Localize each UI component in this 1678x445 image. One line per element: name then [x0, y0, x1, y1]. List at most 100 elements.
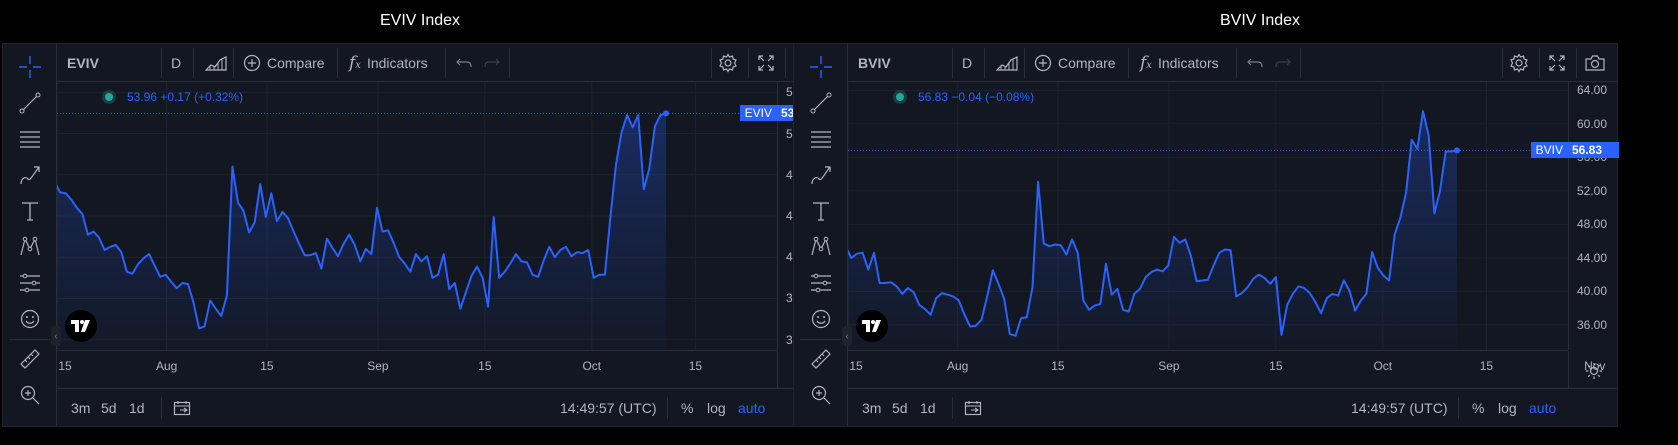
measure-tool[interactable] — [15, 344, 45, 374]
auto-scale-button[interactable]: auto — [738, 389, 765, 427]
plot-area[interactable]: 53.96 +0.17 (+0.32%) — [57, 82, 777, 350]
toolbar-collapse-button[interactable]: ‹ — [51, 326, 61, 346]
symbol-search[interactable]: EVIV — [67, 44, 99, 82]
goto-date-button[interactable] — [964, 389, 982, 427]
pattern-tool[interactable] — [15, 232, 45, 262]
interval-button[interactable]: D — [962, 44, 972, 82]
prediction-tool[interactable] — [806, 268, 836, 298]
text-tool[interactable] — [15, 196, 45, 226]
pattern-tool[interactable] — [806, 232, 836, 262]
undo-button[interactable] — [455, 44, 473, 82]
crosshair-icon — [810, 56, 832, 78]
crosshair-tool[interactable] — [15, 52, 45, 82]
symbol-label: EVIV — [67, 55, 99, 71]
range-5d-button[interactable]: 5d — [101, 389, 117, 427]
x-tick-label: Oct — [1373, 359, 1393, 373]
trend-line-tool[interactable] — [806, 88, 836, 118]
y-tick-label: 64.00 — [1577, 83, 1608, 98]
brush-icon — [20, 166, 40, 185]
log-label: log — [707, 400, 726, 416]
series-line — [848, 110, 1458, 337]
compare-button[interactable]: Compare — [1034, 44, 1116, 82]
icons-tool[interactable] — [15, 304, 45, 334]
settings-button[interactable] — [718, 44, 738, 82]
chart-type-button[interactable] — [996, 44, 1018, 82]
redo-icon — [1275, 58, 1291, 68]
plus-circle-icon — [1034, 54, 1052, 72]
top-toolbar: EVIV D Compare fx Indicators — [3, 44, 826, 82]
trend-line-tool[interactable] — [15, 88, 45, 118]
camera-icon — [1585, 55, 1605, 71]
toolbar-collapse-button[interactable]: ‹ — [842, 326, 852, 346]
tradingview-logo[interactable] — [856, 310, 888, 342]
log-scale-button[interactable]: log — [1498, 389, 1517, 427]
zoom-tool[interactable] — [15, 380, 45, 410]
icons-tool[interactable] — [806, 304, 836, 334]
percent-scale-button[interactable]: % — [1472, 389, 1484, 427]
horizontal-lines-icon — [811, 131, 831, 148]
range-3m-button[interactable]: 3m — [71, 389, 90, 427]
smiley-icon — [811, 309, 831, 329]
range-3m-button[interactable]: 3m — [862, 389, 881, 427]
chevron-left-icon: ‹ — [54, 330, 58, 342]
text-tool[interactable] — [806, 196, 836, 226]
plot-area[interactable]: 56.83 −0.04 (−0.08%) — [848, 82, 1568, 350]
price-label-value: 56.83 — [1568, 142, 1619, 159]
range-5d-label: 5d — [892, 400, 908, 416]
indicators-button[interactable]: fx Indicators — [1140, 44, 1219, 82]
chart-title-left: EVIV Index — [379, 12, 461, 29]
crosshair-tool[interactable] — [806, 52, 836, 82]
brush-tool[interactable] — [806, 160, 836, 190]
prediction-tool[interactable] — [15, 268, 45, 298]
horizontal-lines-icon — [20, 131, 40, 148]
symbol-search[interactable]: BVIV — [858, 44, 891, 82]
status-dot — [105, 93, 113, 101]
prediction-icon — [20, 273, 40, 293]
legend-change: −0.04 (−0.08%) — [951, 90, 1035, 104]
indicators-button[interactable]: fx Indicators — [349, 44, 428, 82]
fib-tool[interactable] — [806, 124, 836, 154]
compare-button[interactable]: Compare — [243, 44, 325, 82]
screenshot-button[interactable] — [1584, 44, 1606, 82]
brush-icon — [811, 166, 831, 185]
undo-icon — [456, 58, 472, 68]
fullscreen-button[interactable] — [757, 44, 775, 82]
undo-button[interactable] — [1246, 44, 1264, 82]
fib-tool[interactable] — [15, 124, 45, 154]
ruler-icon — [20, 349, 40, 369]
prediction-icon — [811, 273, 831, 293]
range-3m-label: 3m — [862, 400, 882, 416]
log-scale-button[interactable]: log — [707, 389, 726, 427]
zoom-tool[interactable] — [806, 380, 836, 410]
measure-tool[interactable] — [806, 344, 836, 374]
range-5d-button[interactable]: 5d — [892, 389, 908, 427]
tradingview-logo[interactable] — [65, 310, 97, 342]
settings-button[interactable] — [1509, 44, 1529, 82]
percent-scale-button[interactable]: % — [681, 389, 693, 427]
chart-type-button[interactable] — [205, 44, 227, 82]
plus-circle-icon — [243, 54, 261, 72]
x-tick-label: Oct — [582, 359, 602, 373]
clock-display[interactable]: 14:49:57 (UTC) — [560, 389, 656, 427]
chevron-left-icon: ‹ — [845, 330, 849, 342]
undo-icon — [1247, 58, 1263, 68]
x-tick-label: 15 — [478, 359, 492, 373]
redo-button[interactable] — [1274, 44, 1292, 82]
indicators-label: Indicators — [1157, 55, 1219, 71]
price-label-symbol: EVIV — [739, 105, 777, 122]
log-label: log — [1498, 400, 1517, 416]
axis-settings-button[interactable] — [1568, 351, 1619, 391]
gear-icon — [719, 53, 737, 73]
fullscreen-button[interactable] — [1548, 44, 1566, 82]
interval-button[interactable]: D — [171, 44, 181, 82]
range-1d-button[interactable]: 1d — [129, 389, 145, 427]
goto-date-button[interactable] — [173, 389, 191, 427]
auto-scale-button[interactable]: auto — [1529, 389, 1556, 427]
clock-display[interactable]: 14:49:57 (UTC) — [1351, 389, 1447, 427]
range-1d-button[interactable]: 1d — [920, 389, 936, 427]
redo-button[interactable] — [483, 44, 501, 82]
brush-tool[interactable] — [15, 160, 45, 190]
